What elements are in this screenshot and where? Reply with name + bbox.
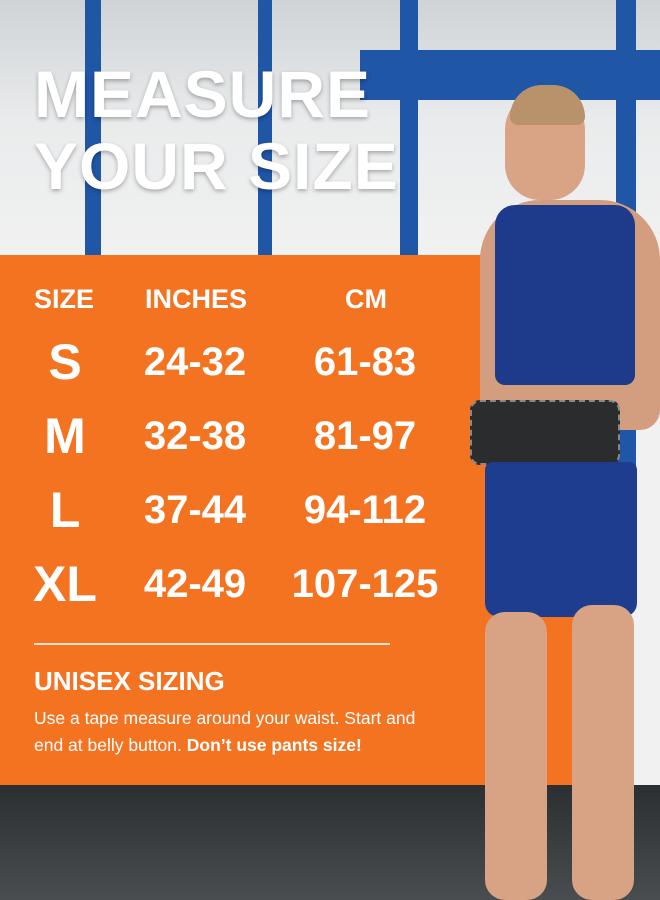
page-title: MEASURE YOUR SIZE	[34, 58, 399, 202]
instruction-text: Use a tape measure around your waist. St…	[34, 708, 416, 755]
size-row: M 32-38 81-97	[0, 401, 470, 471]
inches-value: 42-49	[143, 562, 247, 606]
size-chart-panel: SIZE INCHES CM S 24-32 61-83 M 32-38 81-97 L…	[0, 255, 580, 785]
cm-value: 81-97	[313, 414, 417, 458]
divider	[34, 643, 390, 645]
model-leg	[485, 612, 547, 900]
cm-value: 94-112	[303, 488, 427, 532]
gym-floor	[0, 785, 660, 900]
title-line: MEASURE	[34, 57, 372, 131]
rack-post	[85, 0, 101, 260]
header-size: SIZE	[34, 284, 95, 314]
header-inches: INCHES	[145, 284, 248, 314]
shorts	[485, 462, 637, 617]
cm-value: 61-83	[313, 340, 417, 384]
rack-post	[400, 0, 418, 260]
inches-value: 32-38	[143, 414, 247, 458]
size-row: S 24-32 61-83	[0, 327, 470, 397]
lifting-belt	[470, 400, 620, 465]
cm-value: 107-125	[291, 562, 439, 606]
size-row: L 37-44 94-112	[0, 475, 470, 545]
inches-value: 37-44	[143, 488, 247, 532]
rack-post	[258, 0, 272, 260]
rack-beam	[360, 50, 660, 100]
sizing-instructions: Use a tape measure around your waist. St…	[34, 705, 434, 759]
sports-bra	[495, 205, 635, 385]
header-cm: CM	[345, 284, 387, 314]
size-row: XL 42-49 107-125	[0, 549, 470, 619]
model-leg	[572, 605, 634, 900]
instruction-warning: Don’t use pants size!	[186, 735, 362, 755]
size-label: S	[48, 334, 82, 390]
inches-value: 24-32	[143, 340, 247, 384]
title-line: YOUR SIZE	[34, 129, 399, 203]
size-label: L	[49, 482, 81, 538]
size-label: M	[44, 408, 86, 464]
size-label: XL	[33, 556, 97, 612]
model-hair	[510, 85, 585, 125]
unisex-heading: UNISEX SIZING	[34, 666, 225, 696]
